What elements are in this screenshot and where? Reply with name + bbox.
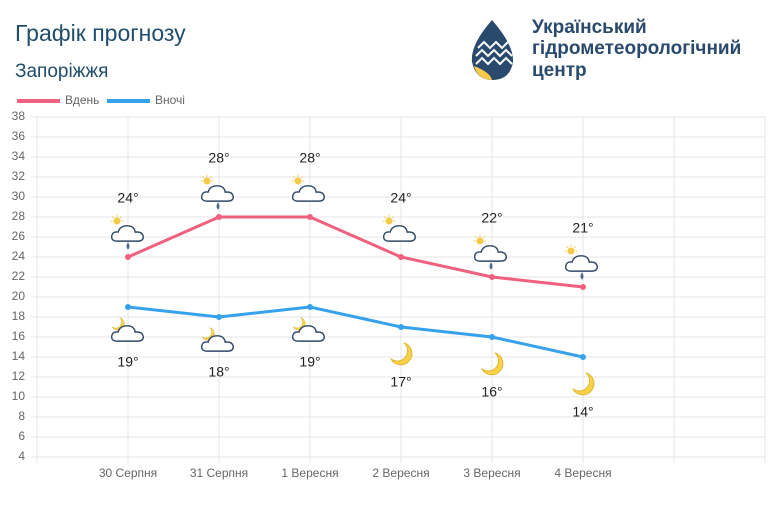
point bbox=[307, 214, 313, 220]
value-label: 19° bbox=[117, 354, 138, 370]
value-label: 28° bbox=[208, 150, 229, 166]
x-tick-label: 30 Серпня bbox=[99, 466, 157, 480]
weather-icons bbox=[110, 174, 599, 396]
y-tick-label: 8 bbox=[18, 409, 25, 423]
org-name: Український bbox=[532, 17, 647, 38]
y-tick-label: 22 bbox=[12, 269, 26, 283]
x-tick-label: 3 Вересня bbox=[463, 466, 520, 480]
x-tick-label: 2 Вересня bbox=[372, 466, 429, 480]
logo bbox=[471, 20, 514, 80]
value-label: 17° bbox=[390, 374, 411, 390]
series-line bbox=[127, 215, 584, 289]
y-tick-label: 12 bbox=[12, 369, 26, 383]
y-tick-label: 4 bbox=[18, 449, 25, 463]
y-tick-label: 34 bbox=[12, 149, 26, 163]
value-label: 28° bbox=[299, 150, 320, 166]
value-label: 21° bbox=[572, 220, 593, 236]
y-tick-label: 18 bbox=[12, 309, 26, 323]
legend-label: Вдень bbox=[65, 93, 99, 107]
legend-label: Вночі bbox=[155, 93, 185, 107]
y-tick-label: 20 bbox=[12, 289, 26, 303]
point bbox=[216, 314, 222, 320]
y-tick-label: 38 bbox=[12, 109, 26, 123]
value-label: 24° bbox=[390, 190, 411, 206]
x-tick-label: 1 Вересня bbox=[281, 466, 338, 480]
point bbox=[398, 324, 404, 330]
y-tick-label: 16 bbox=[12, 329, 26, 343]
org-name: гідрометеорологічний bbox=[532, 38, 741, 59]
value-label: 18° bbox=[208, 364, 229, 380]
x-tick-label: 4 Вересня bbox=[554, 466, 611, 480]
y-tick-label: 14 bbox=[12, 349, 26, 363]
x-tick-label: 31 Серпня bbox=[190, 466, 248, 480]
y-tick-label: 32 bbox=[12, 169, 26, 183]
value-label: 16° bbox=[481, 384, 502, 400]
point bbox=[489, 274, 495, 280]
point bbox=[216, 214, 222, 220]
point bbox=[307, 304, 313, 310]
point bbox=[125, 304, 131, 310]
value-label: 24° bbox=[117, 190, 138, 206]
y-tick-label: 26 bbox=[12, 229, 26, 243]
y-tick-label: 24 bbox=[12, 249, 26, 263]
y-tick-label: 36 bbox=[12, 129, 26, 143]
title: Графік прогнозу bbox=[15, 20, 186, 46]
y-tick-label: 10 bbox=[12, 389, 26, 403]
y-tick-label: 6 bbox=[18, 429, 25, 443]
subtitle: Запоріжжя bbox=[15, 61, 108, 82]
value-label: 22° bbox=[481, 210, 502, 226]
point bbox=[125, 254, 131, 260]
point bbox=[580, 354, 586, 360]
point bbox=[580, 284, 586, 290]
value-label: 19° bbox=[299, 354, 320, 370]
point bbox=[398, 254, 404, 260]
point bbox=[489, 334, 495, 340]
org-name: центр bbox=[532, 60, 587, 81]
series-line bbox=[127, 305, 584, 359]
value-label: 14° bbox=[572, 404, 593, 420]
y-tick-label: 28 bbox=[12, 209, 26, 223]
y-tick-label: 30 bbox=[12, 189, 26, 203]
